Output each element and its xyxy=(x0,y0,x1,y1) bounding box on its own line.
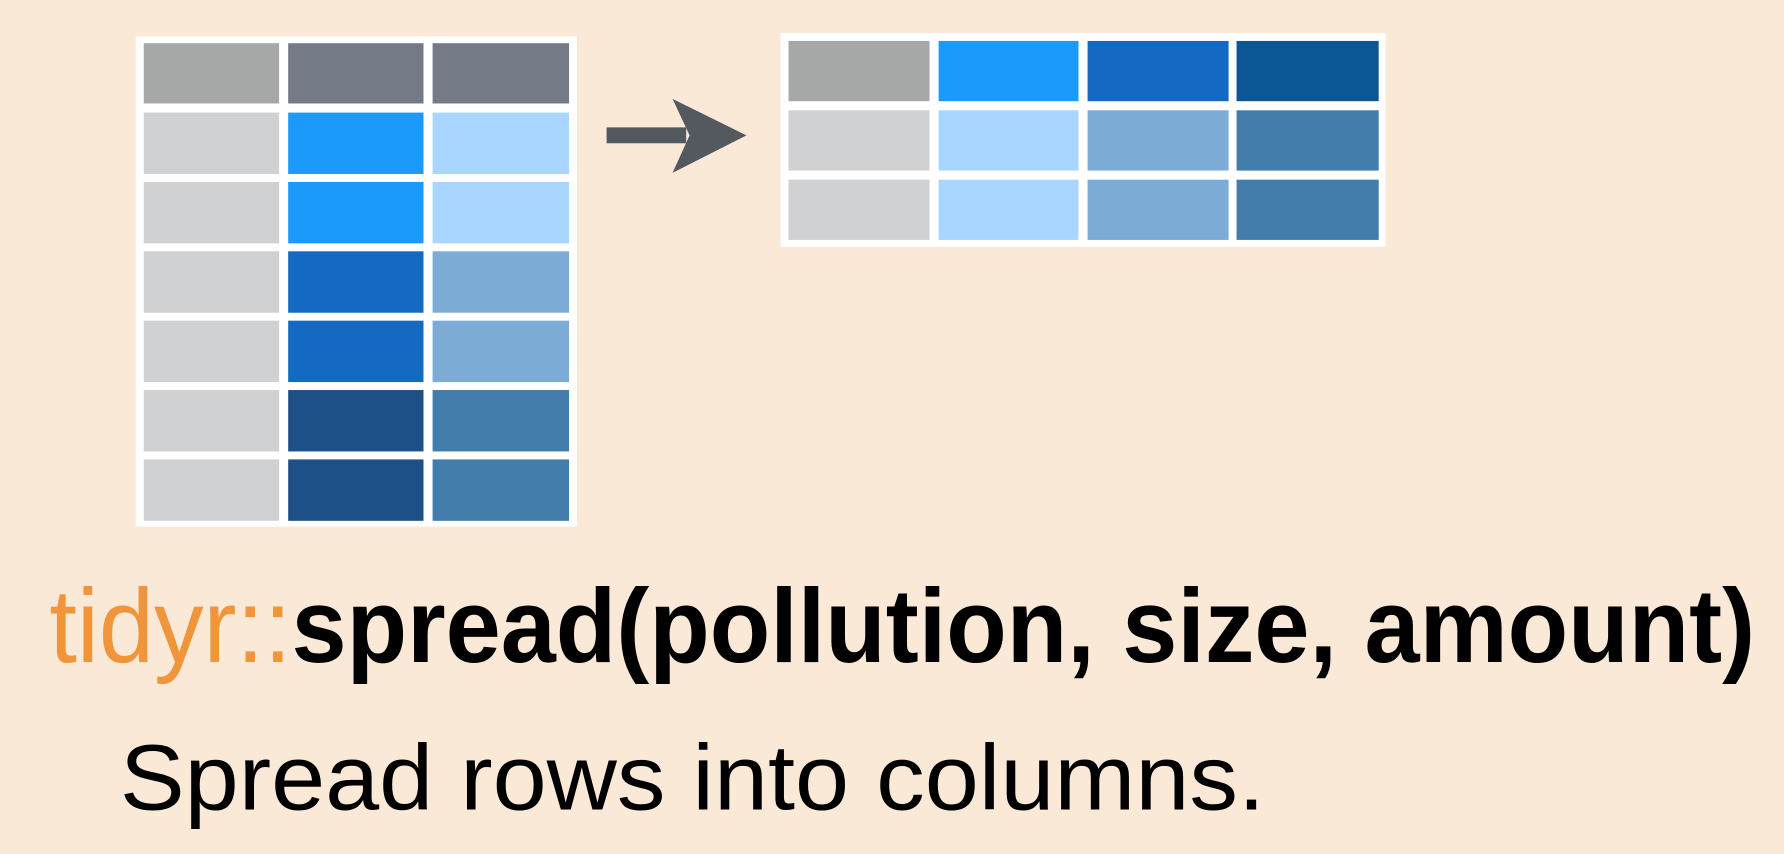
table-cell xyxy=(143,251,280,313)
table-cell xyxy=(432,459,570,521)
table-cell xyxy=(143,43,280,104)
table-cell xyxy=(432,320,570,383)
table-cell xyxy=(143,390,280,452)
arrow xyxy=(606,98,747,173)
table-cell xyxy=(432,43,570,104)
wide-table xyxy=(780,32,1386,247)
table-cell xyxy=(288,181,424,244)
table-cell xyxy=(288,112,424,174)
table-cell xyxy=(288,320,424,383)
caption: Spread rows into columns. xyxy=(120,726,1265,830)
table-cell xyxy=(1236,179,1379,240)
table-cell xyxy=(432,112,570,174)
table-cell xyxy=(788,40,930,102)
table-cell xyxy=(288,390,424,452)
table-cell xyxy=(288,43,424,104)
table-cell xyxy=(1087,110,1229,171)
table-cell xyxy=(432,181,570,244)
table-cell xyxy=(432,251,570,313)
package-name: tidyr:: xyxy=(49,568,291,685)
long-table xyxy=(135,36,578,527)
table-cell xyxy=(143,112,280,174)
table-cell xyxy=(788,179,930,240)
table-cell xyxy=(938,110,1079,171)
table-cell xyxy=(143,320,280,383)
table-cell xyxy=(288,459,424,521)
code-line: tidyr::spread(pollution, size, amount) xyxy=(49,568,1755,685)
table-cell xyxy=(432,390,570,452)
arrow-shaft xyxy=(606,127,687,144)
table-cell xyxy=(143,181,280,244)
table-cell xyxy=(1236,40,1379,102)
table-cell xyxy=(143,459,280,521)
table-cell xyxy=(1087,179,1229,240)
table-cell xyxy=(788,110,930,171)
table-cell xyxy=(1236,110,1379,171)
table-cell xyxy=(938,40,1079,102)
table-cell xyxy=(938,179,1079,240)
table-cell xyxy=(1087,40,1229,102)
table-cell xyxy=(288,251,424,313)
arrow-head xyxy=(672,98,747,173)
function-call: spread(pollution, size, amount) xyxy=(292,568,1756,685)
